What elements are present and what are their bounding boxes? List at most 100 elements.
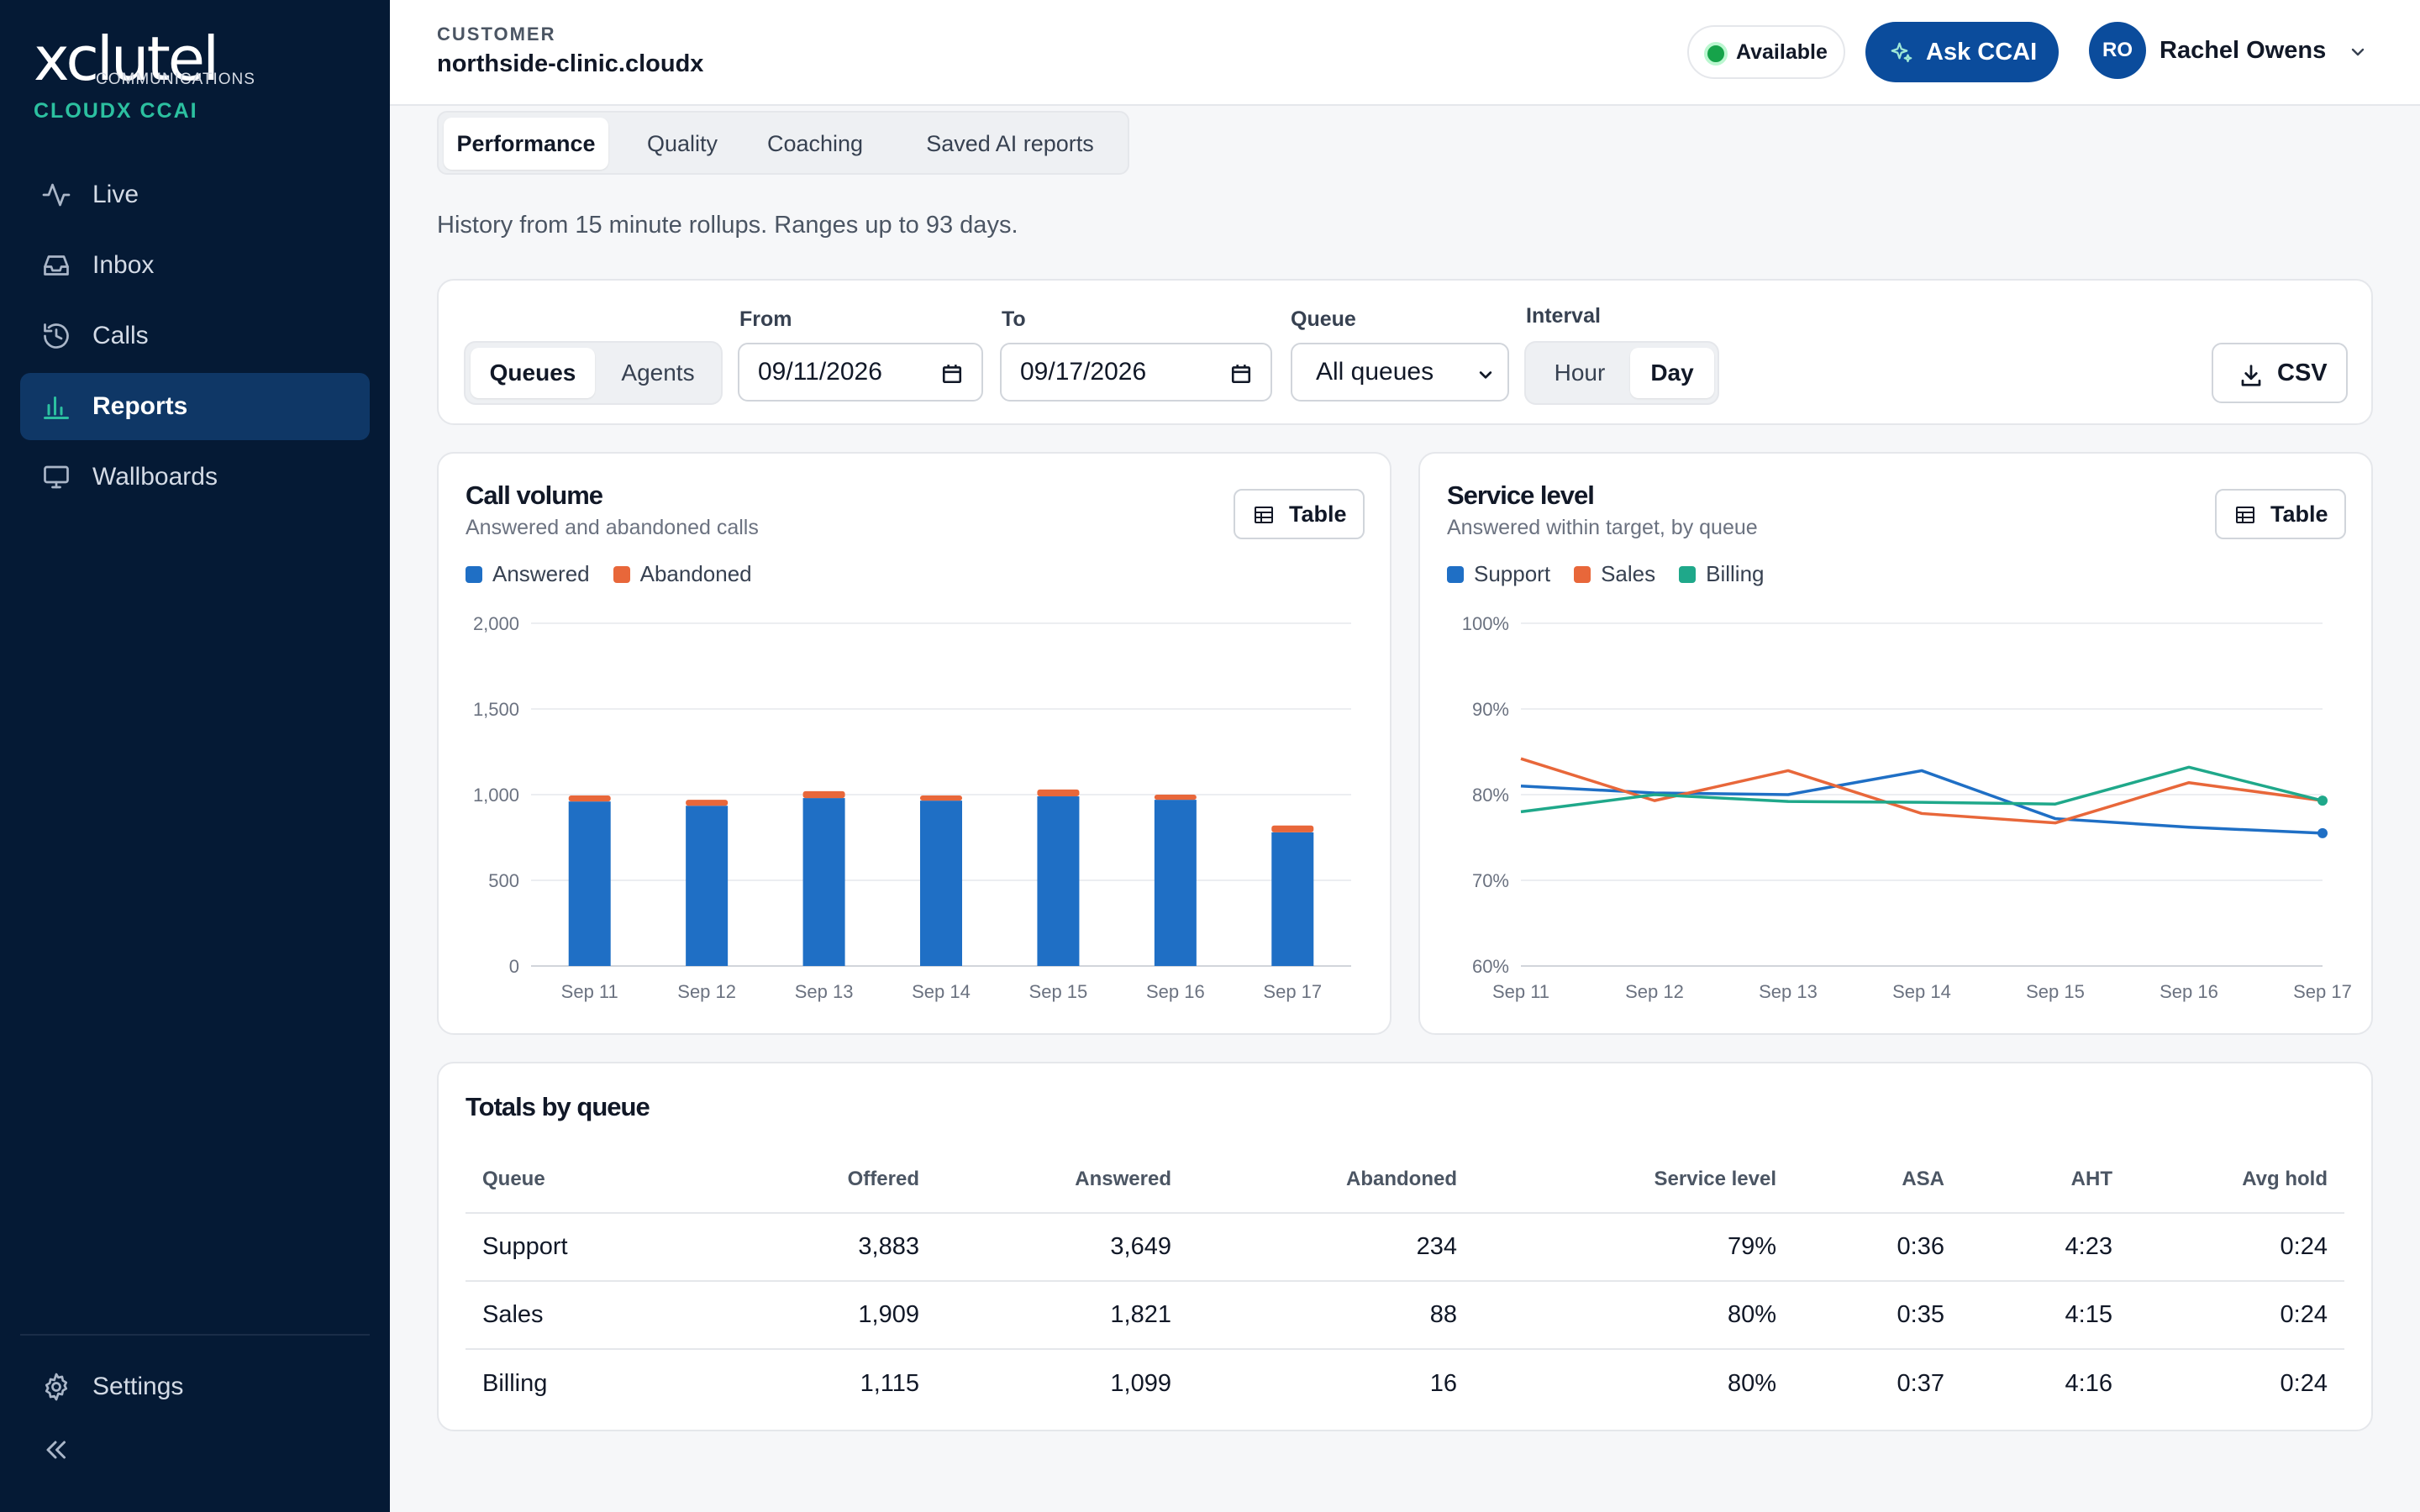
sidebar-item-inbox[interactable]: Inbox: [20, 232, 370, 299]
from-label: From: [739, 307, 792, 331]
bar-abandoned: [568, 795, 611, 802]
y-tick-label: 1,500: [473, 699, 519, 720]
column-header: Answered: [936, 1146, 1188, 1214]
bar-answered: [920, 801, 962, 966]
csv-label: CSV: [2277, 359, 2328, 386]
bar-answered: [568, 801, 611, 966]
mode-toggle: Queues Agents: [464, 341, 723, 405]
sidebar-item-live[interactable]: Live: [20, 161, 370, 228]
table-cell: 1,821: [936, 1281, 1188, 1350]
download-icon: [2241, 365, 2261, 386]
bar-abandoned: [802, 790, 845, 799]
column-header: Queue: [466, 1146, 718, 1214]
table-cell: 0:24: [2280, 1369, 2328, 1397]
sidebar-item-label: Live: [92, 181, 139, 208]
tab-quality[interactable]: Quality: [646, 130, 718, 156]
legend-label: Sales: [1601, 561, 1656, 586]
from-date-value: 09/11/2026: [758, 358, 882, 386]
report-tabs: Performance Quality Coaching Saved AI re…: [437, 111, 1129, 175]
x-tick-label: Sep 12: [677, 981, 736, 1002]
table-cell: 3,649: [936, 1213, 1188, 1282]
legend-label: Abandoned: [639, 561, 752, 586]
series-line-support: [1520, 769, 2323, 835]
sidebar-item-wallboards[interactable]: Wallboards: [20, 444, 370, 511]
y-tick-label: 1,000: [473, 785, 519, 806]
bar-answered: [1271, 832, 1314, 966]
agents-toggle-button[interactable]: Agents: [621, 360, 695, 386]
x-tick-label: Sep 11: [1492, 981, 1549, 1002]
tab-performance[interactable]: Performance: [444, 118, 608, 170]
table-button-label: Table: [1289, 501, 1347, 527]
table-cell: 0:35: [1793, 1281, 1961, 1350]
x-tick-label: Sep 16: [2160, 981, 2218, 1002]
legend-swatch: [1679, 565, 1697, 583]
gear-icon: [40, 1372, 72, 1402]
queue-label: Queue: [1291, 307, 1356, 331]
legend-item-abandoned: Abandoned: [613, 561, 752, 587]
table-cell: 3,883: [718, 1213, 936, 1282]
y-tick-label: 60%: [1472, 956, 1509, 977]
bar-abandoned: [1037, 789, 1080, 797]
call-volume-title: Call volume: [466, 480, 603, 510]
legend-label: Answered: [492, 561, 590, 586]
product-brand: CLOUDX CCAI: [34, 99, 198, 123]
csv-export-button[interactable]: CSV: [2212, 343, 2348, 403]
to-date-input[interactable]: 09/17/2026: [1000, 343, 1272, 402]
table-cell: 80%: [1474, 1281, 1793, 1350]
table-row[interactable]: Billing 1,115 1,099 16 80% 0:37 4:16 0:24: [466, 1349, 2344, 1417]
tab-coaching[interactable]: Coaching: [766, 130, 864, 156]
table-cell: Billing: [482, 1369, 548, 1397]
avatar[interactable]: RO: [2089, 22, 2146, 79]
x-tick-label: Sep 13: [1759, 981, 1818, 1002]
queue-select[interactable]: All queues: [1291, 343, 1509, 402]
table-cell: 0:24: [2129, 1213, 2344, 1282]
legend-swatch: [613, 565, 630, 583]
history-note: History from 15 minute rollups. Ranges u…: [437, 212, 1018, 239]
customer-label: CUSTOMER: [437, 24, 556, 45]
bar-abandoned: [1271, 825, 1314, 832]
call-volume-table-button[interactable]: Table: [1234, 489, 1365, 539]
table-cell: 79%: [1474, 1213, 1793, 1282]
bar-answered: [802, 798, 845, 966]
y-tick-label: 90%: [1472, 699, 1509, 720]
service-level-table-button[interactable]: Table: [2215, 489, 2346, 539]
service-level-card: Service level Answered within target, by…: [1418, 452, 2373, 1035]
table-cell: 4:16: [2065, 1369, 2112, 1397]
ask-ccai-button[interactable]: Ask CCAI: [1865, 22, 2059, 82]
sidebar-divider: [20, 1334, 370, 1336]
table-row[interactable]: Support 3,883 3,649 234 79% 0:36 4:23 0:24: [466, 1213, 2344, 1282]
column-header: AHT: [1961, 1146, 2129, 1214]
calendar-icon[interactable]: [941, 363, 963, 385]
from-date-input[interactable]: 09/11/2026: [738, 343, 983, 402]
chevron-down-icon[interactable]: [2348, 42, 2368, 62]
table-cell: 4:15: [1961, 1281, 2129, 1350]
inbox-icon: [40, 250, 72, 281]
table-header-row: Queue Offered Answered Abandoned Service lev…: [466, 1146, 2344, 1214]
legend-item-support: Support: [1447, 561, 1550, 587]
sidebar-item-reports[interactable]: Reports: [20, 373, 370, 440]
availability-status-button[interactable]: Available: [1687, 25, 1845, 79]
bar-answered: [1037, 796, 1080, 966]
sidebar-item-calls[interactable]: Calls: [20, 302, 370, 370]
x-tick-label: Sep 16: [1146, 981, 1205, 1002]
y-tick-label: 500: [488, 870, 519, 891]
call-volume-subtitle: Answered and abandoned calls: [466, 516, 759, 539]
table-cell: 234: [1188, 1213, 1474, 1282]
series-line-billing: [1520, 765, 2323, 814]
interval-hour-button[interactable]: Hour: [1554, 360, 1606, 386]
column-header: ASA: [1793, 1146, 1961, 1214]
queue-select-value: All queues: [1316, 358, 1434, 386]
calendar-icon[interactable]: [1230, 363, 1252, 385]
company-logo: xclutel COMMUNICATIONS: [34, 25, 336, 126]
tab-saved-ai-reports[interactable]: Saved AI reports: [926, 130, 1094, 156]
sidebar-item-settings[interactable]: Settings: [20, 1353, 370, 1420]
user-name[interactable]: Rachel Owens: [2160, 37, 2327, 64]
call-volume-legend: Answered Abandoned: [466, 561, 776, 587]
collapse-sidebar-icon[interactable]: [40, 1435, 71, 1465]
interval-day-button[interactable]: Day: [1630, 348, 1714, 398]
table-row[interactable]: Sales 1,909 1,821 88 80% 0:35 4:15 0:24: [466, 1281, 2344, 1350]
legend-swatch: [466, 565, 482, 583]
queues-toggle-button[interactable]: Queues: [471, 348, 595, 398]
y-tick-label: 0: [509, 956, 519, 977]
legend-swatch: [1447, 565, 1464, 583]
